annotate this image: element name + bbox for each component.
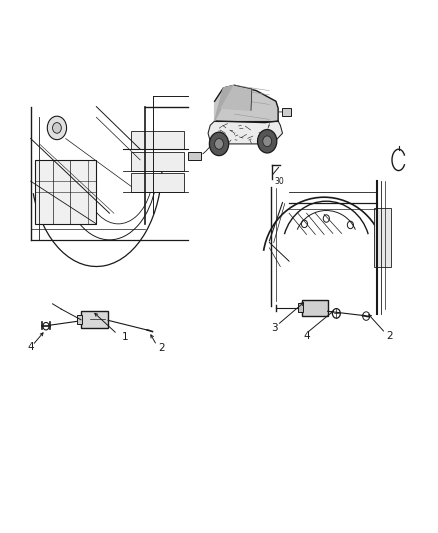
Polygon shape bbox=[215, 85, 234, 121]
FancyBboxPatch shape bbox=[35, 160, 96, 224]
Text: 3: 3 bbox=[272, 323, 278, 333]
Circle shape bbox=[209, 132, 229, 156]
Text: 4: 4 bbox=[303, 331, 310, 341]
FancyBboxPatch shape bbox=[77, 315, 82, 324]
FancyBboxPatch shape bbox=[131, 173, 184, 192]
Circle shape bbox=[258, 130, 277, 153]
Polygon shape bbox=[208, 121, 283, 144]
Circle shape bbox=[215, 139, 223, 149]
Text: 4: 4 bbox=[28, 342, 34, 352]
Polygon shape bbox=[221, 85, 252, 110]
Text: 2: 2 bbox=[159, 343, 165, 352]
Polygon shape bbox=[282, 108, 291, 116]
FancyBboxPatch shape bbox=[188, 152, 201, 160]
FancyBboxPatch shape bbox=[81, 311, 108, 328]
Circle shape bbox=[47, 116, 67, 140]
FancyBboxPatch shape bbox=[131, 152, 184, 171]
FancyBboxPatch shape bbox=[302, 300, 328, 316]
FancyBboxPatch shape bbox=[374, 208, 391, 266]
Circle shape bbox=[263, 136, 272, 147]
Text: 1: 1 bbox=[122, 333, 128, 342]
Text: 30: 30 bbox=[275, 177, 284, 185]
Circle shape bbox=[53, 123, 61, 133]
FancyBboxPatch shape bbox=[298, 303, 303, 312]
Text: 2: 2 bbox=[386, 331, 393, 341]
FancyBboxPatch shape bbox=[131, 131, 184, 149]
Polygon shape bbox=[215, 85, 278, 123]
